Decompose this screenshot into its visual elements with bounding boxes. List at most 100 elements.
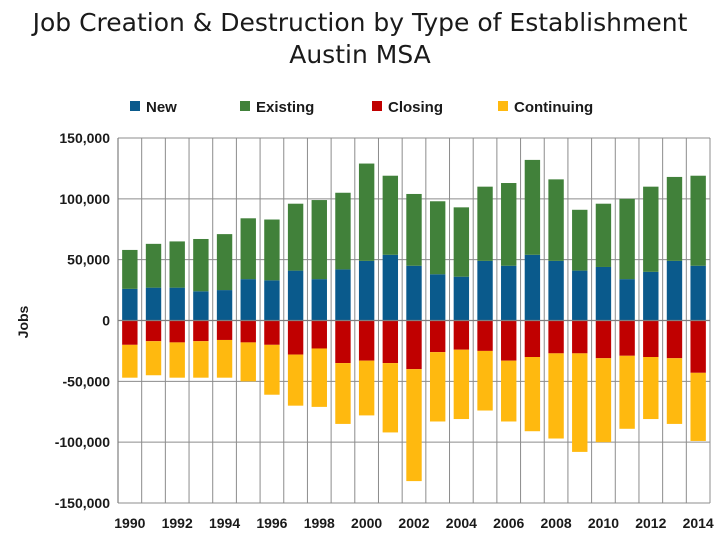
x-tick-label: 2012	[635, 515, 666, 531]
x-tick-label: 2006	[493, 515, 524, 531]
bar-existing-2002	[406, 193, 422, 266]
bar-new-2004	[453, 276, 470, 321]
legend-swatch	[498, 101, 508, 111]
bar-continuing-2000	[358, 360, 375, 416]
bar-continuing-1996	[264, 344, 280, 395]
bar-closing-2009	[572, 320, 588, 354]
bar-closing-1994	[216, 320, 233, 340]
bar-new-1993	[193, 291, 209, 321]
bar-continuing-2002	[406, 369, 422, 482]
bar-continuing-2014	[690, 372, 706, 441]
bar-new-1990	[122, 288, 138, 321]
legend-label: Existing	[256, 99, 314, 116]
y-axis-label: Jobs	[15, 305, 31, 338]
x-tick-label: 2010	[588, 515, 619, 531]
axes	[117, 138, 710, 503]
x-tick-label: 1992	[162, 515, 193, 531]
bar-closing-2008	[548, 320, 564, 354]
bar-new-2002	[406, 265, 422, 321]
x-tick-label: 2004	[446, 515, 477, 531]
x-tick-label: 1998	[304, 515, 335, 531]
bar-existing-2003	[429, 201, 446, 275]
x-tick-label: 2014	[683, 515, 714, 531]
bar-continuing-1992	[169, 342, 185, 378]
y-tick-label: -100,000	[55, 434, 110, 450]
bar-continuing-2007	[524, 357, 541, 432]
bar-closing-2012	[643, 320, 659, 357]
bar-continuing-2006	[501, 360, 517, 422]
legend-item-new: New	[130, 99, 177, 116]
bar-continuing-2008	[548, 353, 564, 439]
bar-continuing-1991	[145, 341, 162, 376]
legend-label: New	[146, 99, 177, 116]
bar-continuing-2011	[619, 355, 635, 429]
y-tick-label: 0	[102, 313, 110, 329]
bar-existing-2005	[477, 186, 493, 261]
legend-label: Closing	[388, 99, 443, 116]
bar-new-1991	[145, 287, 162, 321]
bar-existing-1993	[193, 238, 209, 292]
bar-closing-1996	[264, 320, 280, 345]
bar-existing-1991	[145, 243, 162, 288]
x-tick-label: 2008	[541, 515, 572, 531]
bar-continuing-2001	[382, 363, 399, 433]
bar-continuing-1999	[335, 363, 351, 424]
y-tick-label: -150,000	[55, 495, 110, 511]
bar-continuing-1998	[311, 348, 327, 407]
bar-continuing-2003	[429, 352, 446, 422]
y-tick-labels: 150,000 100,000 50,000 0 -50,000 -100,000 -150…	[55, 130, 110, 511]
chart-subtitle: Austin MSA	[289, 40, 431, 69]
bar-new-1999	[335, 269, 351, 321]
bar-new-1998	[311, 279, 327, 321]
legend-item-closing: Closing	[372, 99, 443, 116]
bar-continuing-2012	[643, 357, 659, 420]
y-tick-label: -50,000	[63, 373, 111, 389]
bar-continuing-2009	[572, 353, 588, 452]
bar-closing-2007	[524, 320, 541, 357]
bar-closing-2006	[501, 320, 517, 361]
bar-new-2003	[429, 274, 446, 321]
legend-swatch	[372, 101, 382, 111]
x-tick-label: 2002	[398, 515, 429, 531]
bar-new-1994	[216, 290, 233, 321]
bar-existing-1999	[335, 192, 351, 270]
bar-existing-2013	[666, 176, 683, 261]
bar-existing-1990	[122, 249, 138, 289]
bar-new-2008	[548, 260, 564, 321]
bar-closing-1992	[169, 320, 185, 343]
bar-continuing-1993	[193, 341, 209, 378]
bar-existing-2008	[548, 179, 564, 261]
bar-existing-2004	[453, 207, 470, 277]
bar-closing-2011	[619, 320, 635, 356]
bar-closing-2013	[666, 320, 683, 359]
legend: New Existing Closing Continuing	[130, 99, 593, 116]
bar-continuing-2013	[666, 358, 683, 424]
bar-new-2000	[358, 260, 375, 321]
bar-closing-2005	[477, 320, 493, 351]
bar-existing-2014	[690, 175, 706, 266]
bar-continuing-1994	[216, 339, 233, 378]
bar-closing-2004	[453, 320, 470, 350]
bar-continuing-1995	[240, 342, 256, 382]
bar-existing-2012	[643, 186, 659, 272]
legend-item-continuing: Continuing	[498, 99, 593, 116]
bar-existing-2006	[501, 183, 517, 266]
x-tick-labels: 1990 1992 1994 1996 1998 2000 2002 2004 2006 2008…	[114, 515, 714, 531]
bar-closing-1999	[335, 320, 351, 364]
x-tick-label: 2000	[351, 515, 382, 531]
x-tick-label: 1994	[209, 515, 240, 531]
bar-existing-1998	[311, 200, 327, 280]
bar-closing-2001	[382, 320, 399, 364]
bar-existing-1995	[240, 218, 256, 280]
bar-existing-2011	[619, 198, 635, 280]
y-tick-label: 100,000	[59, 191, 110, 207]
bar-new-2009	[572, 270, 588, 321]
bar-new-1996	[264, 280, 280, 321]
bar-new-2014	[690, 265, 706, 321]
bar-continuing-1997	[287, 354, 304, 406]
bar-closing-1997	[287, 320, 304, 355]
bar-closing-2010	[595, 320, 612, 359]
legend-label: Continuing	[514, 99, 593, 116]
bar-new-1992	[169, 287, 185, 321]
